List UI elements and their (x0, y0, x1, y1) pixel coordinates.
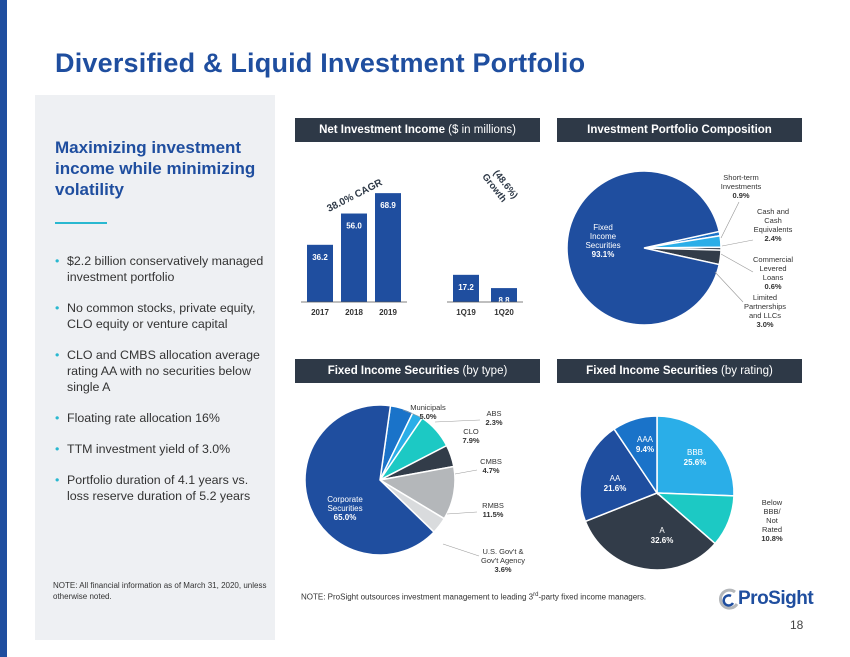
leader-line (402, 409, 424, 419)
leader-line (721, 239, 754, 247)
nii-category-label: 2017 (311, 308, 329, 317)
nii-bar (307, 244, 333, 302)
fis-type-label-corporate: Corporate Securities 65.0% (327, 495, 363, 522)
bullet-dot-icon: • (55, 301, 60, 315)
nii-category-label: 2018 (345, 308, 363, 317)
fis-rating-slice (584, 492, 717, 571)
nii-category-label: 2019 (379, 308, 397, 317)
composition-panel-header: Investment Portfolio Composition (557, 118, 802, 142)
composition-header-bold: Investment Portfolio Composition (587, 124, 772, 136)
leader-line (454, 469, 478, 475)
bullet-item: • CLO and CMBS allocation average rating … (55, 347, 270, 395)
financial-note: NOTE: All financial information as of Ma… (53, 581, 267, 601)
fis-type-label-govt: U.S. Gov't & Gov't Agency 3.6% (481, 547, 525, 574)
composition-pie-chart: Fixed Income Securities 93.1% Short-term Inve… (566, 170, 793, 329)
bullet-dot-icon: • (55, 473, 60, 487)
nii-category-label: 1Q20 (494, 308, 514, 317)
composition-slice (566, 170, 721, 326)
bottom-note-sup: rd (533, 592, 539, 598)
fis-type-label-clo: CLO 7.9% (462, 427, 479, 445)
bullet-text: Floating rate allocation 16% (67, 411, 220, 425)
fis-rating-slice (656, 415, 735, 497)
bullet-list: • $2.2 billion conservatively managed inv… (55, 253, 270, 519)
fis-type-header-rest: (by type) (459, 365, 508, 377)
fis-rating-slice (579, 428, 659, 523)
nii-bar (491, 288, 517, 302)
page-title: Diversified & Liquid Investment Portfoli… (55, 48, 586, 78)
composition-label-cash: Cash and Cash Equivalents 2.4% (754, 207, 793, 243)
fis-type-pie-chart: Corporate Securities 65.0% Municipals 5.0% AB… (304, 403, 525, 574)
bullet-item: • $2.2 billion conservatively managed inv… (55, 253, 270, 285)
heading-underline (55, 222, 107, 224)
left-accent-bar (0, 0, 7, 657)
fis-rating-label-below-bbb: Below BBB/Not Rated 10.8% (761, 498, 783, 543)
bullet-item: • TTM investment yield of 3.0% (55, 441, 270, 457)
bullet-item: • Portfolio duration of 4.1 years vs. los… (55, 472, 270, 504)
leader-line (434, 419, 481, 423)
fis-rating-header-bold: Fixed Income Securities (586, 365, 718, 377)
fis-type-label-rmbs: RMBS 11.5% (482, 501, 504, 519)
fis-type-label-cmbs: CMBS 4.7% (480, 457, 502, 475)
nii-category-label: 1Q19 (456, 308, 476, 317)
fis-type-header-bold: Fixed Income Securities (327, 365, 460, 377)
page-number: 18 (790, 618, 804, 632)
fis-rating-label-a: A 32.6% (651, 526, 674, 545)
nii-header-rest: ($ in millions) (444, 124, 516, 136)
composition-label-lp: Limited Partnerships and LLCs 3.0% (744, 293, 786, 329)
composition-label-fixed-income: Fixed Income Securities 93.1% (585, 223, 620, 259)
bullet-dot-icon: • (55, 411, 60, 425)
fis-rating-label-aa: AA 21.6% (604, 474, 627, 493)
bullet-text: Portfolio duration of 4.1 years vs. loss… (67, 473, 251, 503)
bottom-note-post: -party fixed income managers. (538, 592, 647, 602)
fis-rating-panel-header: Fixed Income Securities (by rating) (557, 359, 802, 383)
logo-swirl-icon (719, 588, 739, 610)
leader-line (720, 253, 754, 273)
nii-bar (375, 193, 401, 302)
fis-type-label-abs: ABS 2.3% (485, 409, 502, 427)
fis-type-panel-header: Fixed Income Securities (by type) (295, 359, 540, 383)
prosight-logo: ProSight (718, 586, 818, 614)
nii-bar (341, 213, 367, 302)
composition-label-loans: Commercial Levered Loans 0.6% (753, 255, 793, 291)
bullet-text: CLO and CMBS allocation average rating A… (67, 348, 260, 394)
bullet-item: • Floating rate allocation 16% (55, 410, 270, 426)
nii-bar-value: 68.9 (380, 201, 396, 210)
fis-rating-pie-chart: BBB 25.6% Below BBB/Not Rated 10.8% A 32.6% AA 21… (579, 415, 783, 571)
left-summary-panel: Maximizing investment income while minim… (35, 95, 275, 640)
leader-line (446, 511, 478, 515)
bottom-note: NOTE: ProSight outsources investment man… (301, 592, 646, 602)
fis-type-label-municipals: Municipals 5.0% (410, 403, 446, 421)
nii-bar-chart: 36.2201756.0201868.9201917.21Q198.81Q203… (301, 165, 523, 317)
nii-bar-value: 36.2 (312, 253, 328, 262)
bullet-dot-icon: • (55, 348, 60, 362)
nii-bar-value: 56.0 (346, 222, 362, 231)
fis-rating-slice (613, 415, 658, 496)
nii-bar-value: 8.8 (498, 296, 510, 305)
bullet-text: TTM investment yield of 3.0% (67, 442, 231, 456)
leader-line (714, 271, 744, 303)
leader-line (442, 543, 480, 557)
bottom-note-pre: NOTE: ProSight outsources investment man… (301, 592, 534, 602)
fis-type-slice (304, 404, 436, 556)
bullet-dot-icon: • (55, 442, 60, 456)
bullet-text: $2.2 billion conservatively managed inve… (67, 254, 264, 284)
bullet-item: • No common stocks, private equity, CLO e… (55, 300, 270, 332)
composition-label-short-term: Short-term Investments 0.9% (721, 173, 762, 200)
bullet-dot-icon: • (55, 254, 60, 268)
fis-rating-header-rest: (by rating) (717, 365, 773, 377)
nii-header-bold: Net Investment Income (319, 124, 445, 136)
leader-line (720, 201, 740, 239)
nii-panel-header: Net Investment Income ($ in millions) (295, 118, 540, 142)
logo-text: ProSight (738, 588, 814, 609)
growth-annotation: (48.6%)Growth (480, 165, 520, 208)
fis-rating-label-aaa: AAA 9.4% (636, 435, 654, 454)
fis-rating-label-bbb: BBB 25.6% (684, 448, 707, 467)
summary-heading: Maximizing investment income while minim… (55, 138, 256, 199)
nii-bar-value: 17.2 (458, 283, 474, 292)
bullet-text: No common stocks, private equity, CLO eq… (67, 301, 256, 331)
nii-bar (453, 274, 479, 302)
